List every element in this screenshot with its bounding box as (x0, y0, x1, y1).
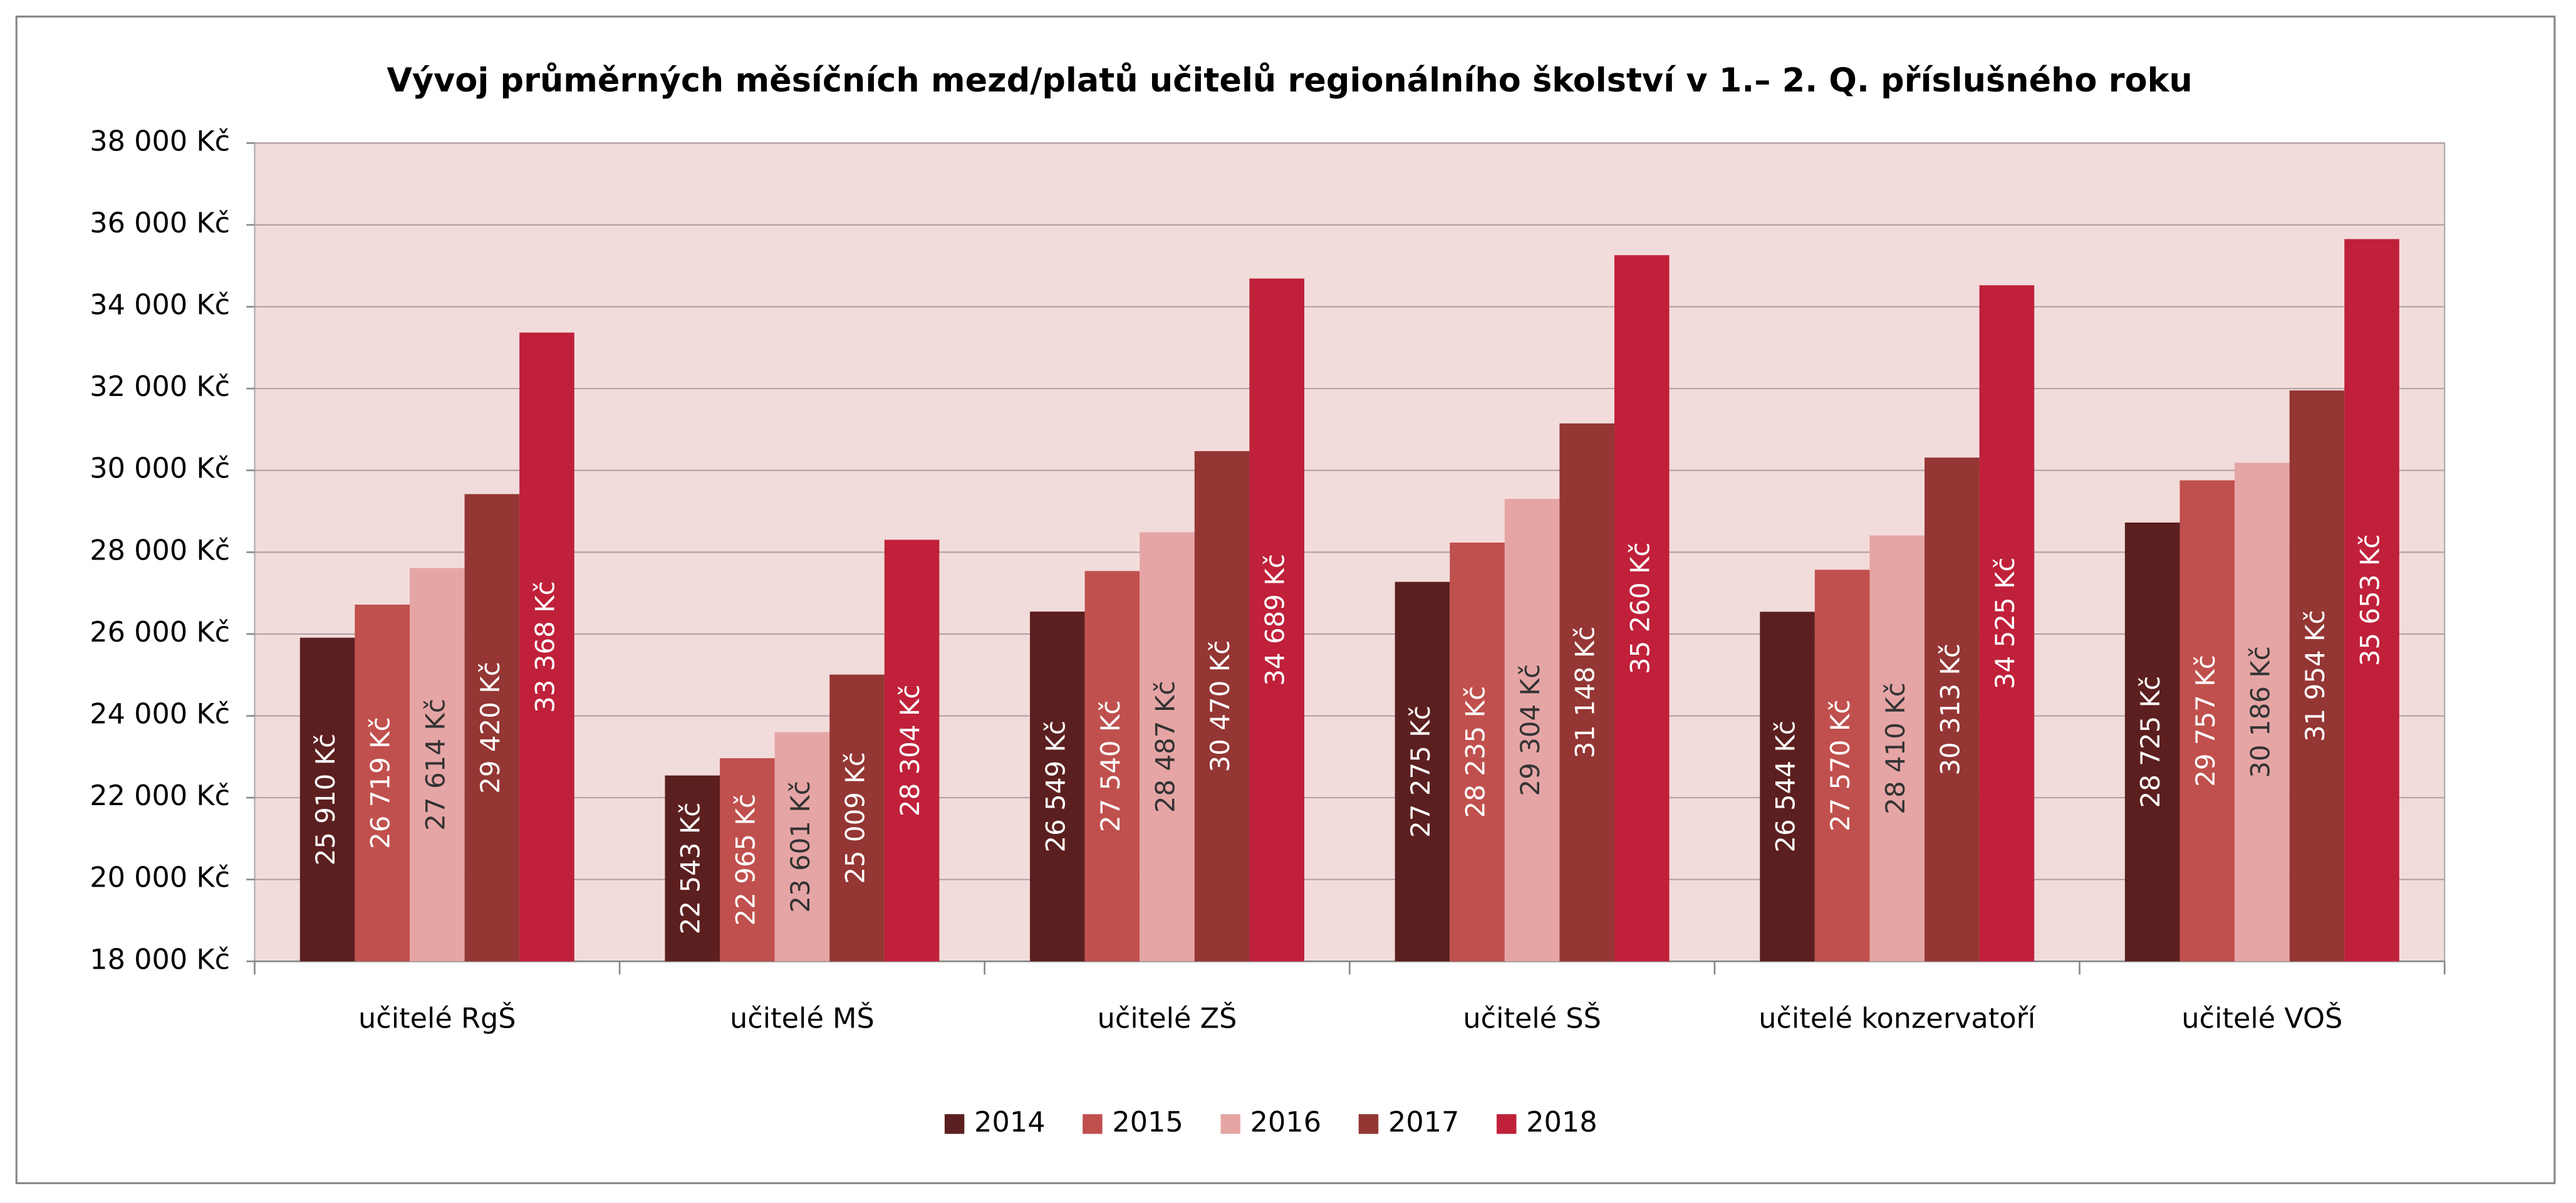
bar (1869, 535, 1925, 962)
legend-swatch (1083, 1114, 1103, 1134)
value-label: 27 614 Kč (420, 699, 450, 831)
legend-swatch (1358, 1114, 1379, 1134)
y-tick-label: 38 000 Kč (90, 125, 230, 157)
value-label: 22 543 Kč (675, 803, 706, 935)
legend-swatch (1220, 1114, 1240, 1134)
bar (299, 637, 355, 962)
bar (1394, 581, 1450, 962)
value-label: 22 965 Kč (730, 794, 761, 926)
value-label: 35 260 Kč (1624, 542, 1655, 674)
value-label: 30 313 Kč (1935, 643, 1965, 776)
bar (665, 775, 720, 962)
bar (1924, 457, 1980, 962)
x-tick-label: učitelé MŠ (730, 1002, 875, 1035)
bar (519, 332, 574, 962)
y-tick-label: 18 000 Kč (90, 943, 230, 976)
legend-label: 2014 (974, 1106, 1045, 1138)
value-label: 34 525 Kč (1990, 557, 2020, 689)
value-label: 28 235 Kč (1460, 686, 1491, 818)
y-tick-label: 36 000 Kč (90, 207, 230, 239)
y-tick-label: 34 000 Kč (90, 289, 230, 321)
value-label: 26 549 Kč (1040, 721, 1071, 853)
legend-swatch (944, 1114, 965, 1134)
legend-label: 2017 (1388, 1106, 1459, 1138)
bar (829, 674, 885, 962)
bar (1504, 499, 1560, 962)
y-tick-label: 32 000 Kč (90, 370, 230, 403)
bar (1979, 285, 2035, 962)
value-label: 26 719 Kč (365, 717, 396, 849)
value-label: 26 544 Kč (1770, 721, 1801, 853)
bar (2124, 522, 2180, 962)
y-tick-label: 20 000 Kč (90, 862, 230, 894)
bar (464, 494, 520, 962)
y-tick-label: 30 000 Kč (90, 452, 230, 485)
value-label: 29 757 Kč (2190, 655, 2221, 787)
y-tick-label: 28 000 Kč (90, 534, 230, 566)
bar (2235, 462, 2290, 962)
value-label: 27 570 Kč (1825, 700, 1856, 832)
x-tick-label: učitelé ZŠ (1098, 1002, 1237, 1035)
value-label: 31 954 Kč (2300, 610, 2330, 742)
bar (1760, 612, 1815, 962)
legend-label: 2018 (1526, 1106, 1597, 1138)
x-tick-label: učitelé VOŠ (2181, 1002, 2342, 1035)
value-label: 29 420 Kč (475, 662, 506, 794)
value-label: 27 275 Kč (1405, 706, 1436, 838)
bar (1194, 451, 1250, 962)
x-tick-label: učitelé RgŠ (358, 1002, 516, 1035)
bar (1450, 542, 1505, 962)
value-label: 23 601 Kč (785, 781, 816, 913)
chart-title: Vývoj průměrných měsíčních mezd/platů uč… (387, 61, 2193, 100)
value-label: 28 410 Kč (1880, 682, 1911, 815)
bar (1030, 612, 1085, 962)
bar (1814, 570, 1870, 962)
legend-label: 2016 (1250, 1106, 1321, 1138)
bar (409, 568, 465, 962)
y-tick-label: 26 000 Kč (90, 616, 230, 648)
value-label: 34 689 Kč (1260, 554, 1291, 686)
value-label: 33 368 Kč (529, 581, 560, 713)
bar (774, 732, 830, 962)
value-label: 30 470 Kč (1205, 640, 1235, 773)
value-label: 31 148 Kč (1570, 627, 1601, 759)
bar (1559, 423, 1615, 962)
value-label: 35 653 Kč (2355, 534, 2386, 667)
bar (1614, 255, 1670, 962)
bar (2344, 239, 2399, 962)
x-tick-label: učitelé SŠ (1463, 1002, 1601, 1035)
bar (884, 539, 940, 962)
bar (720, 758, 775, 962)
value-label: 29 304 Kč (1515, 664, 1545, 796)
value-label: 30 186 Kč (2245, 646, 2275, 778)
value-label: 25 910 Kč (310, 734, 341, 866)
legend-label: 2015 (1112, 1106, 1183, 1138)
y-tick-label: 22 000 Kč (90, 779, 230, 812)
bar (2179, 480, 2235, 962)
x-tick-label: učitelé konzervatoří (1758, 1002, 2037, 1035)
value-label: 28 487 Kč (1150, 681, 1181, 813)
legend-swatch (1497, 1114, 1517, 1134)
y-tick-label: 24 000 Kč (90, 698, 230, 731)
bar (1084, 571, 1140, 962)
value-label: 28 304 Kč (895, 685, 925, 817)
bar (1140, 532, 1195, 962)
bar (355, 604, 410, 962)
bar (1249, 278, 1305, 962)
bar (2289, 390, 2345, 962)
value-label: 25 009 Kč (840, 752, 871, 884)
value-label: 27 540 Kč (1095, 700, 1126, 833)
value-label: 28 725 Kč (2135, 676, 2166, 808)
